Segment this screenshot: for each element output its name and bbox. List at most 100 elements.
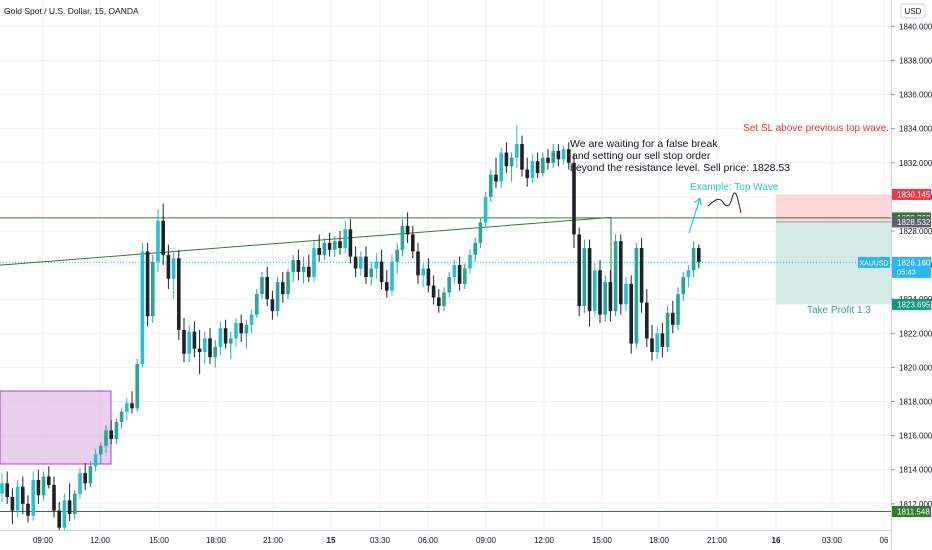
candle-body xyxy=(213,346,217,358)
candle xyxy=(197,329,202,375)
candle-body xyxy=(265,277,269,300)
candle-body xyxy=(390,261,394,291)
candle-body xyxy=(192,331,197,349)
candle-body xyxy=(634,248,639,344)
candle xyxy=(634,242,639,349)
price-tick-label: 1822.000 xyxy=(899,329,932,338)
candle-body xyxy=(639,248,644,303)
candle-body xyxy=(286,271,290,295)
candle-body xyxy=(244,324,249,334)
candle-body xyxy=(343,229,347,249)
candle xyxy=(5,471,9,504)
time-tick-label: 06:00 xyxy=(418,536,439,545)
candle xyxy=(73,490,77,520)
candle xyxy=(119,408,124,429)
symbol-title: Gold Spot / U.S. Dollar, 15, OANDA xyxy=(4,6,139,16)
candle-body xyxy=(223,328,228,344)
time-axis[interactable] xyxy=(0,530,891,550)
candle xyxy=(473,237,477,262)
price-tick-label: 1840.000 xyxy=(899,22,932,31)
candle-body xyxy=(145,251,150,317)
grid xyxy=(0,0,891,530)
candle xyxy=(41,471,46,501)
candle-body xyxy=(629,283,633,344)
candle-body xyxy=(530,161,535,179)
stop-loss-note: Set SL above previous top wave. xyxy=(743,123,889,134)
candle xyxy=(109,420,113,445)
candle-body xyxy=(99,445,103,455)
candle xyxy=(608,270,613,322)
candle xyxy=(125,398,129,421)
candle-body xyxy=(457,265,462,284)
candle xyxy=(665,306,670,353)
trend-line[interactable] xyxy=(0,216,612,266)
candle xyxy=(343,220,347,254)
candle xyxy=(447,271,451,298)
current-price-text: 1826.160 xyxy=(897,258,931,267)
candle xyxy=(83,462,87,491)
candle-body xyxy=(281,282,285,295)
candle-body xyxy=(405,225,410,235)
candle-body xyxy=(307,266,311,278)
currency-box[interactable] xyxy=(900,3,926,19)
candle xyxy=(520,135,524,177)
current-symbol-text: XAUUSD xyxy=(859,260,888,267)
candle xyxy=(369,261,373,286)
candle-body xyxy=(535,161,540,174)
candle-body xyxy=(52,485,56,511)
candle xyxy=(88,461,93,487)
candle-body xyxy=(593,270,597,312)
candle xyxy=(671,300,675,334)
demand-zone-rectangle[interactable] xyxy=(0,390,112,465)
candle xyxy=(535,152,540,179)
candle-body xyxy=(291,259,295,272)
candle xyxy=(598,259,602,324)
candle xyxy=(629,275,633,354)
stop-loss-zone[interactable] xyxy=(776,194,891,222)
candle-body xyxy=(333,241,337,250)
time-axis-ticks: 09:00 12:00 15:00 18:00 21:00 15 03:30 06:00 09:… xyxy=(33,536,889,545)
candle-body xyxy=(182,329,186,354)
candle xyxy=(405,212,410,243)
candle-body xyxy=(437,297,441,307)
candle-body xyxy=(151,261,155,317)
candle-body xyxy=(78,473,82,494)
candle-body xyxy=(400,225,405,250)
candle-body xyxy=(218,328,223,347)
candle xyxy=(587,239,592,327)
candle xyxy=(291,254,295,283)
candle-body xyxy=(697,248,701,262)
candle-body xyxy=(208,338,212,358)
time-tick-label: 12:00 xyxy=(534,536,555,545)
price-tick-label: 1834.000 xyxy=(899,125,932,134)
candle-body xyxy=(546,157,550,163)
candle-body xyxy=(62,500,67,528)
candle xyxy=(504,142,509,174)
candle-body xyxy=(21,486,25,504)
candle-body xyxy=(67,500,72,515)
candle-body xyxy=(114,421,119,440)
candle xyxy=(478,217,483,249)
candle-body xyxy=(0,483,4,494)
time-tick-label: 15:00 xyxy=(592,536,613,545)
candle xyxy=(577,227,581,317)
candle xyxy=(681,271,685,301)
candle-body xyxy=(468,254,472,269)
candle xyxy=(483,191,488,228)
candle xyxy=(411,225,415,259)
candle-body xyxy=(603,282,607,315)
candle xyxy=(655,326,659,359)
candle-body xyxy=(577,234,581,307)
candle xyxy=(265,266,269,307)
candle xyxy=(166,244,171,289)
candle-body xyxy=(364,256,368,278)
price-label-current: XAUUSD 1826.160 05:43 xyxy=(858,256,931,278)
candle-body xyxy=(109,430,113,440)
candle xyxy=(572,154,576,249)
candle-body xyxy=(447,277,451,293)
time-tick-label: 09:00 xyxy=(476,536,497,545)
candlesticks[interactable] xyxy=(0,125,701,538)
candle xyxy=(338,231,342,255)
candle-body xyxy=(551,150,555,163)
